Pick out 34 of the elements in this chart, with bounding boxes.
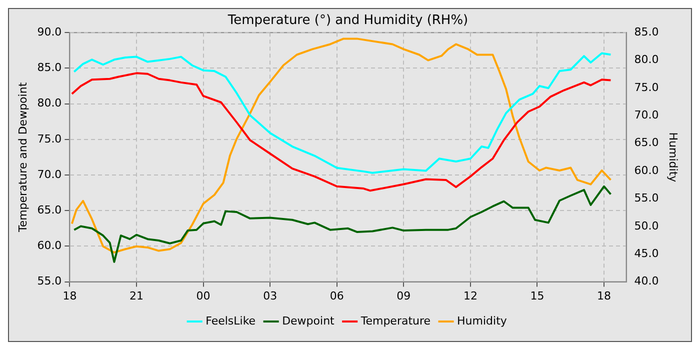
y2-tick-label: 45.0: [634, 246, 659, 260]
y-tick-label: 60.0: [37, 239, 62, 252]
x-tick-label: 12: [463, 289, 478, 302]
chart-title: Temperature (°) and Humidity (RH%): [226, 13, 468, 28]
legend-label: Dewpoint: [282, 314, 336, 328]
y-tick-label: 65.0: [37, 203, 62, 216]
x-tick-label: 21: [129, 289, 144, 302]
y2-tick-label: 70.0: [634, 108, 659, 122]
y2-tick-label: 80.0: [634, 53, 659, 66]
x-tick-label: 18: [62, 289, 77, 302]
y-tick-label: 80.0: [37, 96, 62, 110]
y-tick-label: 90.0: [37, 25, 62, 38]
y-tick-label: 70.0: [37, 168, 62, 181]
y-tick-label: 55.0: [37, 274, 62, 288]
y-tick-label: 85.0: [37, 61, 62, 74]
x-tick-label: 00: [196, 289, 210, 302]
y2-tick-label: 85.0: [634, 25, 659, 38]
y2-tick-label: 65.0: [634, 136, 659, 150]
legend-label: Temperature: [360, 314, 431, 328]
y2-axis-title: Humidity: [666, 132, 680, 183]
y-tick-label: 75.0: [37, 132, 62, 146]
x-tick-label: 03: [263, 289, 278, 302]
y-axis-title: Temperature and Dewpoint: [16, 82, 30, 234]
x-tick-label: 09: [396, 289, 411, 302]
y2-tick-label: 55.0: [634, 192, 659, 205]
y2-tick-label: 50.0: [634, 219, 659, 232]
y2-tick-label: 40.0: [634, 274, 659, 288]
y2-tick-label: 60.0: [634, 164, 659, 177]
x-tick-label: 15: [530, 289, 544, 302]
x-tick-label: 06: [330, 289, 344, 302]
y2-tick-label: 75.0: [634, 80, 659, 94]
legend-label: Humidity: [457, 314, 508, 328]
legend-label: FeelsLike: [206, 314, 256, 328]
x-tick-label: 18: [597, 289, 612, 302]
